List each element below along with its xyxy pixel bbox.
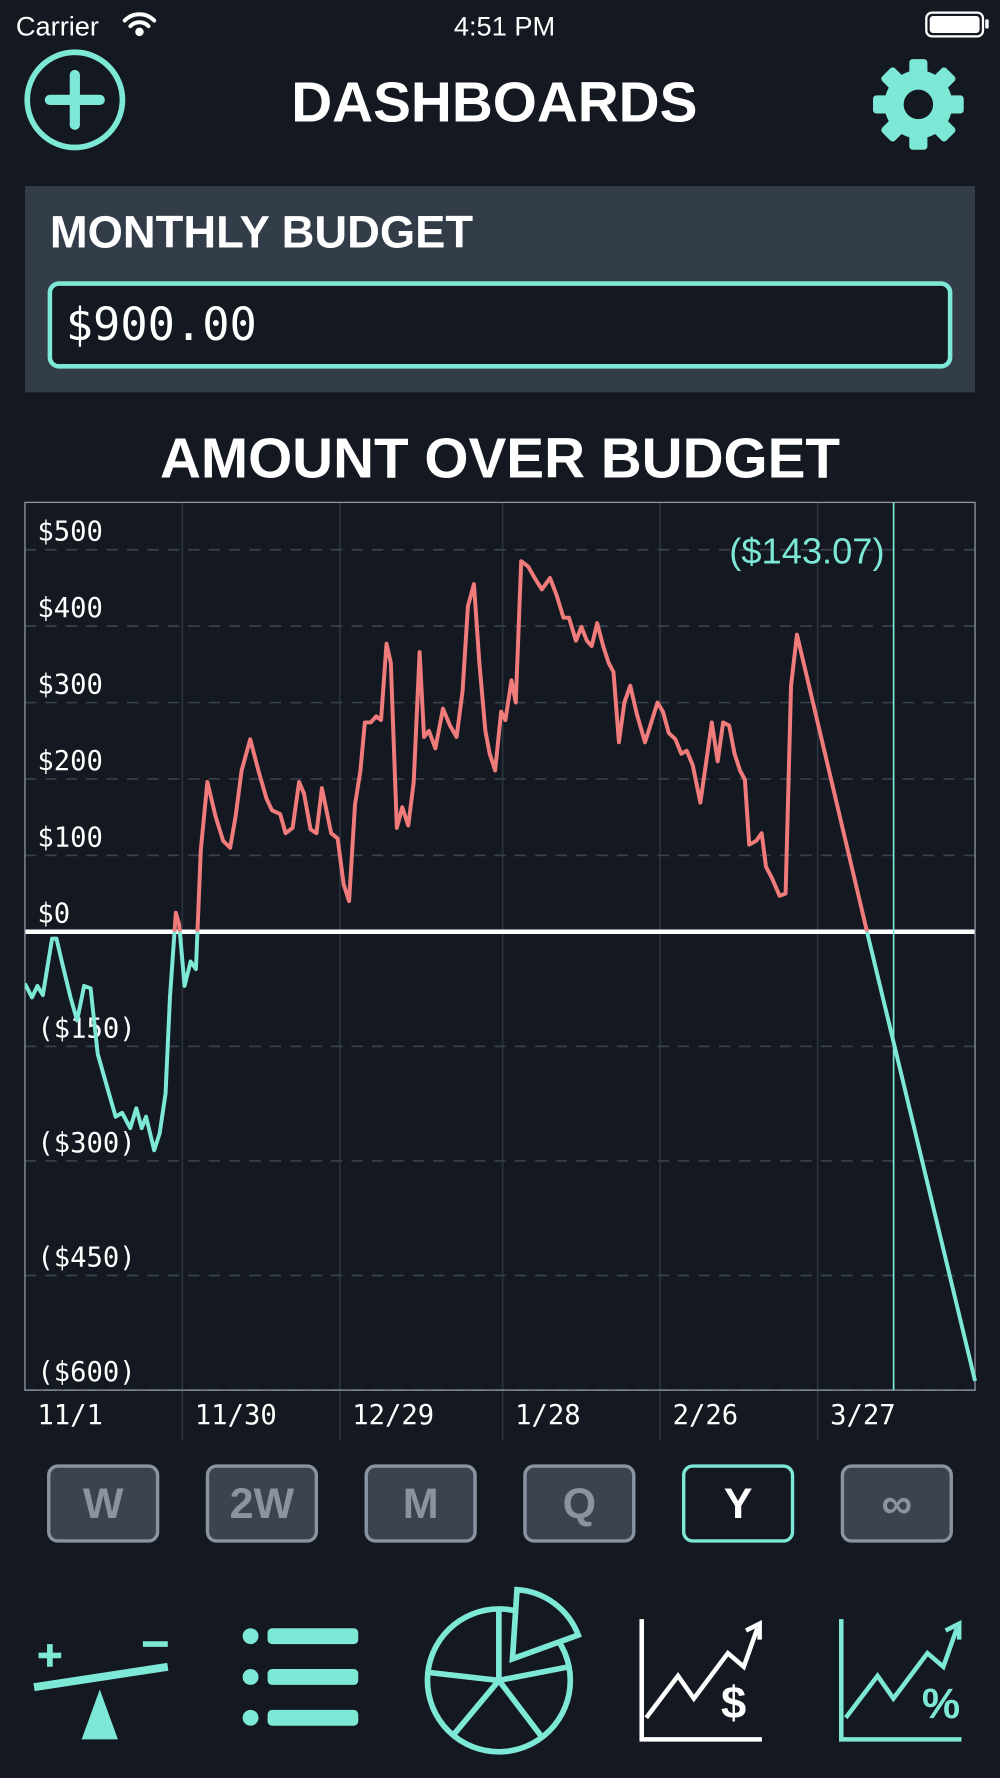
- range-button[interactable]: [47, 1464, 160, 1543]
- range-button[interactable]: [681, 1464, 795, 1543]
- y-tick-label: ($300): [37, 1128, 135, 1159]
- y-tick-label: $200: [37, 746, 103, 777]
- plot-border: [24, 501, 976, 1391]
- header-title: DASHBOARDS: [291, 71, 697, 134]
- chart-title: AMOUNT OVER BUDGET: [160, 427, 840, 490]
- line-above: [172, 559, 870, 932]
- range-button-label: Q: [563, 1480, 597, 1528]
- tab-percent-growth[interactable]: %: [839, 1619, 962, 1742]
- y-tick-label: $300: [37, 669, 103, 700]
- range-button[interactable]: [523, 1464, 636, 1543]
- svg-text:$: $: [721, 1677, 746, 1728]
- y-tick-label: $400: [37, 593, 103, 624]
- range-button[interactable]: [840, 1464, 953, 1543]
- x-tick-label: 11/30: [195, 1400, 277, 1431]
- range-button-label: W: [83, 1480, 124, 1528]
- tab-balance[interactable]: [33, 1641, 169, 1740]
- x-tick-label: 3/27: [830, 1400, 896, 1431]
- budget-label: MONTHLY BUDGET: [50, 206, 474, 257]
- wifi-icon: [122, 12, 157, 37]
- add-button[interactable]: [24, 49, 126, 151]
- tab-pie[interactable]: [424, 1586, 582, 1755]
- battery-icon: [925, 11, 989, 38]
- range-button-label: M: [403, 1480, 439, 1528]
- y-tick-label: ($600): [37, 1357, 135, 1388]
- y-tick-label: ($450): [37, 1242, 135, 1273]
- range-button-label: ∞: [881, 1480, 912, 1528]
- carrier: Carrier: [16, 10, 99, 41]
- range-buttons: W 2W M Q Y ∞: [47, 1464, 953, 1543]
- settings-button[interactable]: [873, 59, 964, 150]
- range-button-label: 2W: [230, 1480, 295, 1528]
- budget-value: $900.00: [66, 298, 257, 351]
- x-tick-label: 11/1: [37, 1400, 103, 1431]
- y-tick-label: $500: [37, 517, 103, 548]
- tab-list[interactable]: [242, 1628, 359, 1726]
- cursor-value: ($143.07): [729, 531, 884, 572]
- y-tick-label: ($150): [37, 1013, 135, 1044]
- range-button-label: Y: [724, 1480, 753, 1528]
- line-below: [24, 931, 977, 1382]
- y-tick-label: $0: [37, 899, 70, 930]
- y-tick-label: $100: [37, 822, 103, 853]
- tab-dollar-growth[interactable]: $: [639, 1619, 762, 1742]
- svg-text:%: %: [922, 1680, 960, 1728]
- clock: 4:51 PM: [454, 10, 555, 41]
- budget-input[interactable]: [47, 281, 953, 369]
- chart: 11/1 11/30 12/29 1/28 2/26 3/27 $500 $400 $300 $2…: [24, 501, 977, 1441]
- range-button[interactable]: [205, 1464, 319, 1543]
- x-tick-label: 2/26: [673, 1400, 739, 1431]
- x-tick-label: 1/28: [515, 1400, 581, 1431]
- x-tick-label: 12/29: [352, 1400, 434, 1431]
- range-button[interactable]: [364, 1464, 477, 1543]
